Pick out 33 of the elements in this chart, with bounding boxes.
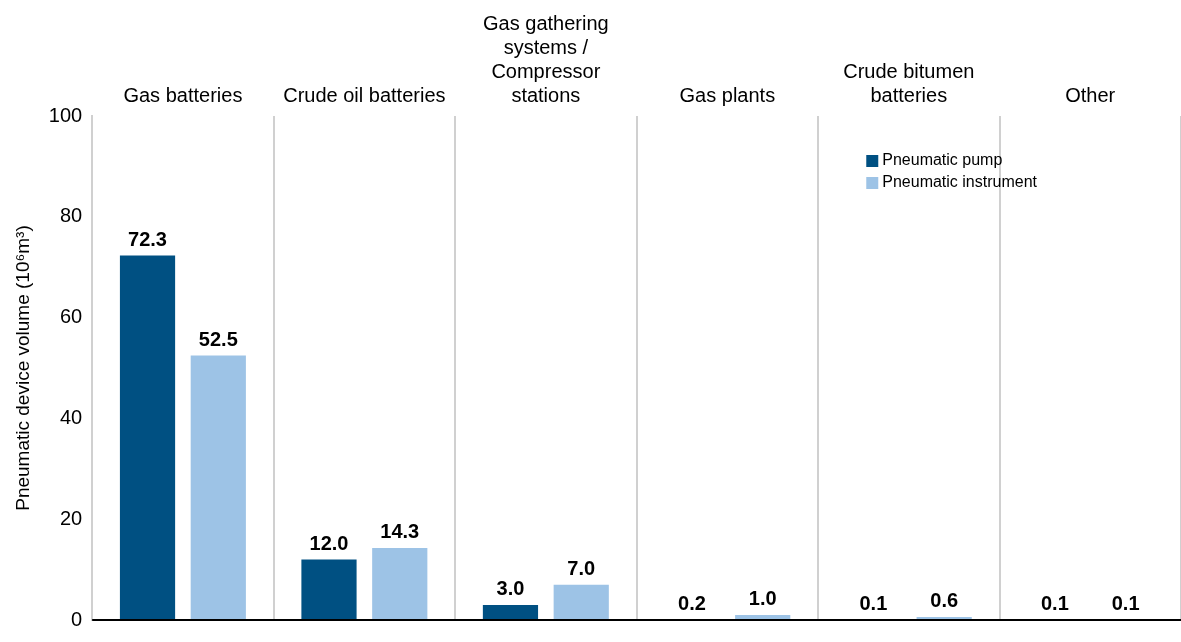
bar	[553, 584, 609, 620]
data-label: 0.1	[1111, 592, 1140, 615]
y-axis-title: Pneumatic device volume (10⁶m³)	[11, 225, 33, 511]
data-label: 12.0	[309, 532, 349, 555]
data-label: 0.1	[1040, 592, 1069, 615]
x-tick-label: Gas plants	[679, 83, 776, 106]
legend-label: Pneumatic instrument	[882, 173, 1038, 191]
data-label: 1.0	[748, 587, 777, 610]
bar	[482, 604, 539, 620]
y-tick-label: 0	[71, 607, 83, 630]
data-label: 0.2	[678, 591, 706, 614]
bar	[372, 547, 428, 620]
data-label: 0.6	[930, 589, 959, 612]
data-label: 7.0	[567, 557, 596, 580]
x-tick-label: Crude bitumen batteries	[843, 59, 975, 106]
y-tick-label: 80	[59, 204, 83, 227]
x-tick-label: Gas gathering systems / Compressor stations	[483, 11, 609, 106]
x-tick-label: Other	[1065, 83, 1116, 106]
y-tick-label: 20	[59, 506, 83, 529]
y-tick-label: 40	[59, 405, 83, 428]
data-label: 72.3	[128, 228, 167, 251]
legend-label: Pneumatic pump	[882, 151, 1003, 169]
x-tick-label: Gas batteries	[123, 83, 243, 106]
bar	[301, 559, 357, 620]
bar	[119, 255, 176, 620]
y-tick-label: 60	[59, 305, 83, 328]
data-label: 52.5	[198, 327, 238, 350]
data-label: 0.1	[859, 592, 888, 615]
bar	[190, 355, 246, 620]
y-tick-label: 100	[48, 103, 83, 126]
x-tick-label: Crude oil batteries	[283, 83, 446, 106]
data-label: 14.3	[380, 520, 420, 543]
data-label: 3.0	[496, 577, 525, 600]
